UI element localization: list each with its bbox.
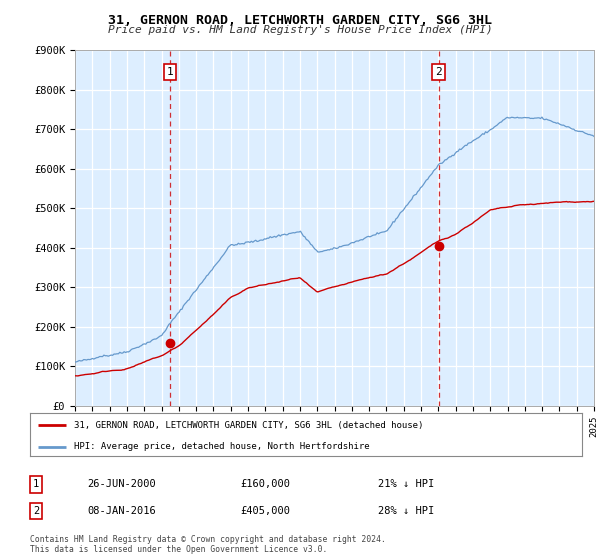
Text: £160,000: £160,000: [240, 479, 290, 489]
Text: 26-JUN-2000: 26-JUN-2000: [87, 479, 156, 489]
Text: £405,000: £405,000: [240, 506, 290, 516]
Text: 2: 2: [33, 506, 39, 516]
Text: 21% ↓ HPI: 21% ↓ HPI: [378, 479, 434, 489]
Text: HPI: Average price, detached house, North Hertfordshire: HPI: Average price, detached house, Nort…: [74, 442, 370, 451]
Text: Price paid vs. HM Land Registry's House Price Index (HPI): Price paid vs. HM Land Registry's House …: [107, 25, 493, 35]
Text: 1: 1: [33, 479, 39, 489]
Text: Contains HM Land Registry data © Crown copyright and database right 2024.
This d: Contains HM Land Registry data © Crown c…: [30, 535, 386, 554]
Text: 31, GERNON ROAD, LETCHWORTH GARDEN CITY, SG6 3HL (detached house): 31, GERNON ROAD, LETCHWORTH GARDEN CITY,…: [74, 421, 424, 430]
Text: 31, GERNON ROAD, LETCHWORTH GARDEN CITY, SG6 3HL: 31, GERNON ROAD, LETCHWORTH GARDEN CITY,…: [108, 14, 492, 27]
Text: 28% ↓ HPI: 28% ↓ HPI: [378, 506, 434, 516]
Text: 2: 2: [435, 67, 442, 77]
Text: 08-JAN-2016: 08-JAN-2016: [87, 506, 156, 516]
Text: 1: 1: [166, 67, 173, 77]
